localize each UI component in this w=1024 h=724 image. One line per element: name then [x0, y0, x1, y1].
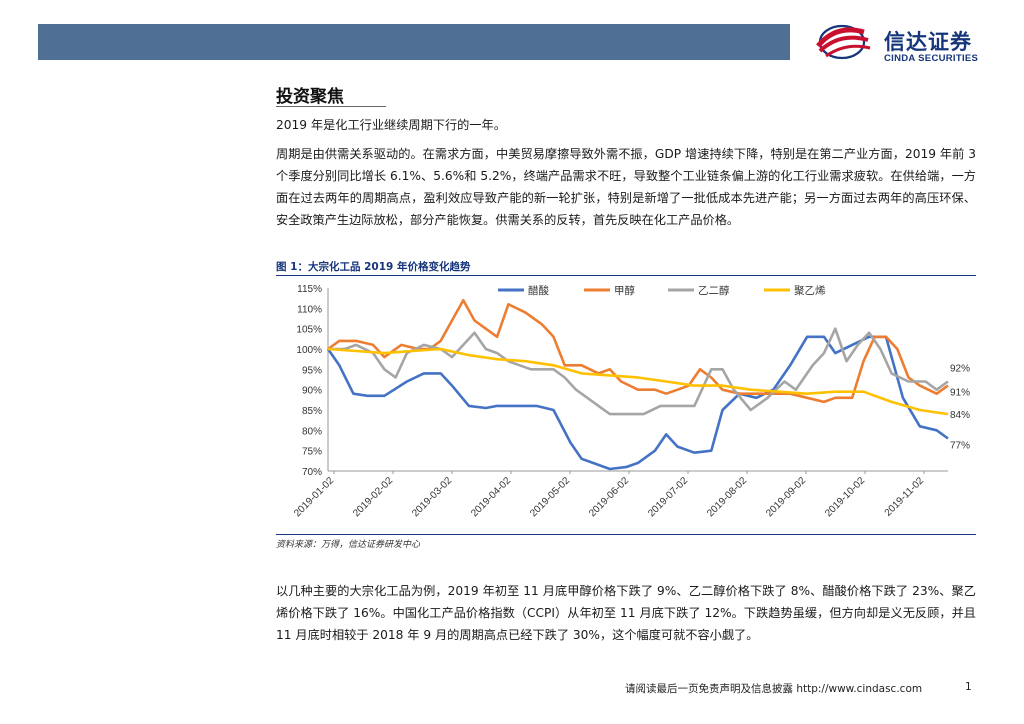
paragraph-examples: 以几种主要的大宗化工品为例，2019 年初至 11 月底甲醇价格下跌了 9%、乙… — [276, 584, 976, 642]
x-tick-label: 2019-02-02 — [351, 475, 395, 519]
y-tick-label: 110% — [297, 304, 322, 315]
page-number: 1 — [965, 681, 972, 693]
y-tick-label: 80% — [302, 426, 322, 437]
series-line — [327, 347, 949, 416]
legend-label: 甲醇 — [614, 284, 635, 297]
series-end-label: 92% — [950, 364, 970, 375]
paragraph-supply-demand: 周期是由供需关系驱动的。在需求方面，中美贸易摩擦导致外需不振，GDP 增速持续下… — [276, 147, 976, 227]
brand-name-cn: 信达证券 — [884, 30, 972, 54]
legend-label: 乙二醇 — [698, 284, 730, 297]
series-end-label: 91% — [950, 388, 970, 399]
brand-globe-icon — [816, 24, 871, 60]
price-trend-chart: 70% 75% 80% 85% 90% 95% 100% 105% 110% 115% 2019-0… — [292, 284, 970, 519]
x-tick-label: 2019-01-02 — [292, 475, 336, 519]
x-tick-label: 2019-09-02 — [764, 475, 808, 519]
y-tick-label: 95% — [302, 365, 322, 376]
y-tick-label: 85% — [302, 406, 322, 417]
legend-label: 醋酸 — [528, 284, 549, 297]
brand-logo: 信达证券 CINDA SECURITIES — [812, 18, 1002, 68]
x-tick-label: 2019-10-02 — [823, 475, 867, 519]
section-title: 投资聚焦 — [276, 87, 344, 107]
x-tick-label: 2019-03-02 — [410, 475, 454, 519]
x-tick-label: 2019-11-02 — [883, 475, 927, 519]
y-tick-label: 115% — [297, 284, 322, 295]
x-tick-label: 2019-06-02 — [587, 475, 631, 519]
header-bar — [38, 24, 790, 60]
legend-label: 聚乙烯 — [794, 284, 826, 297]
y-tick-label: 100% — [296, 345, 322, 356]
y-tick-label: 75% — [302, 447, 322, 458]
figure-bottom-rule — [276, 534, 976, 535]
brand-name-en: CINDA SECURITIES — [884, 53, 979, 64]
footer-disclaimer: 请阅读最后一页免责声明及信息披露 http://www.cindasc.com — [625, 683, 923, 695]
series-end-label: 77% — [950, 440, 970, 451]
x-tick-label: 2019-07-02 — [646, 475, 690, 519]
series-line — [326, 335, 949, 471]
x-tick-label: 2019-05-02 — [528, 475, 572, 519]
section-underline — [276, 106, 386, 107]
figure-title: 图 1：大宗化工品 2019 年价格变化趋势 — [276, 261, 471, 273]
series-end-label: 84% — [950, 410, 970, 421]
figure-top-rule — [276, 275, 976, 276]
y-tick-label: 70% — [302, 467, 322, 478]
paragraph-intro: 2019 年是化工行业继续周期下行的一年。 — [276, 118, 506, 132]
x-tick-label: 2019-08-02 — [705, 475, 749, 519]
figure-source: 资料来源：万得，信达证券研发中心 — [276, 540, 421, 550]
series-line — [327, 298, 949, 404]
series-line — [328, 327, 949, 416]
y-tick-label: 105% — [296, 325, 322, 336]
y-tick-label: 90% — [302, 386, 322, 397]
x-tick-label: 2019-04-02 — [469, 475, 513, 519]
